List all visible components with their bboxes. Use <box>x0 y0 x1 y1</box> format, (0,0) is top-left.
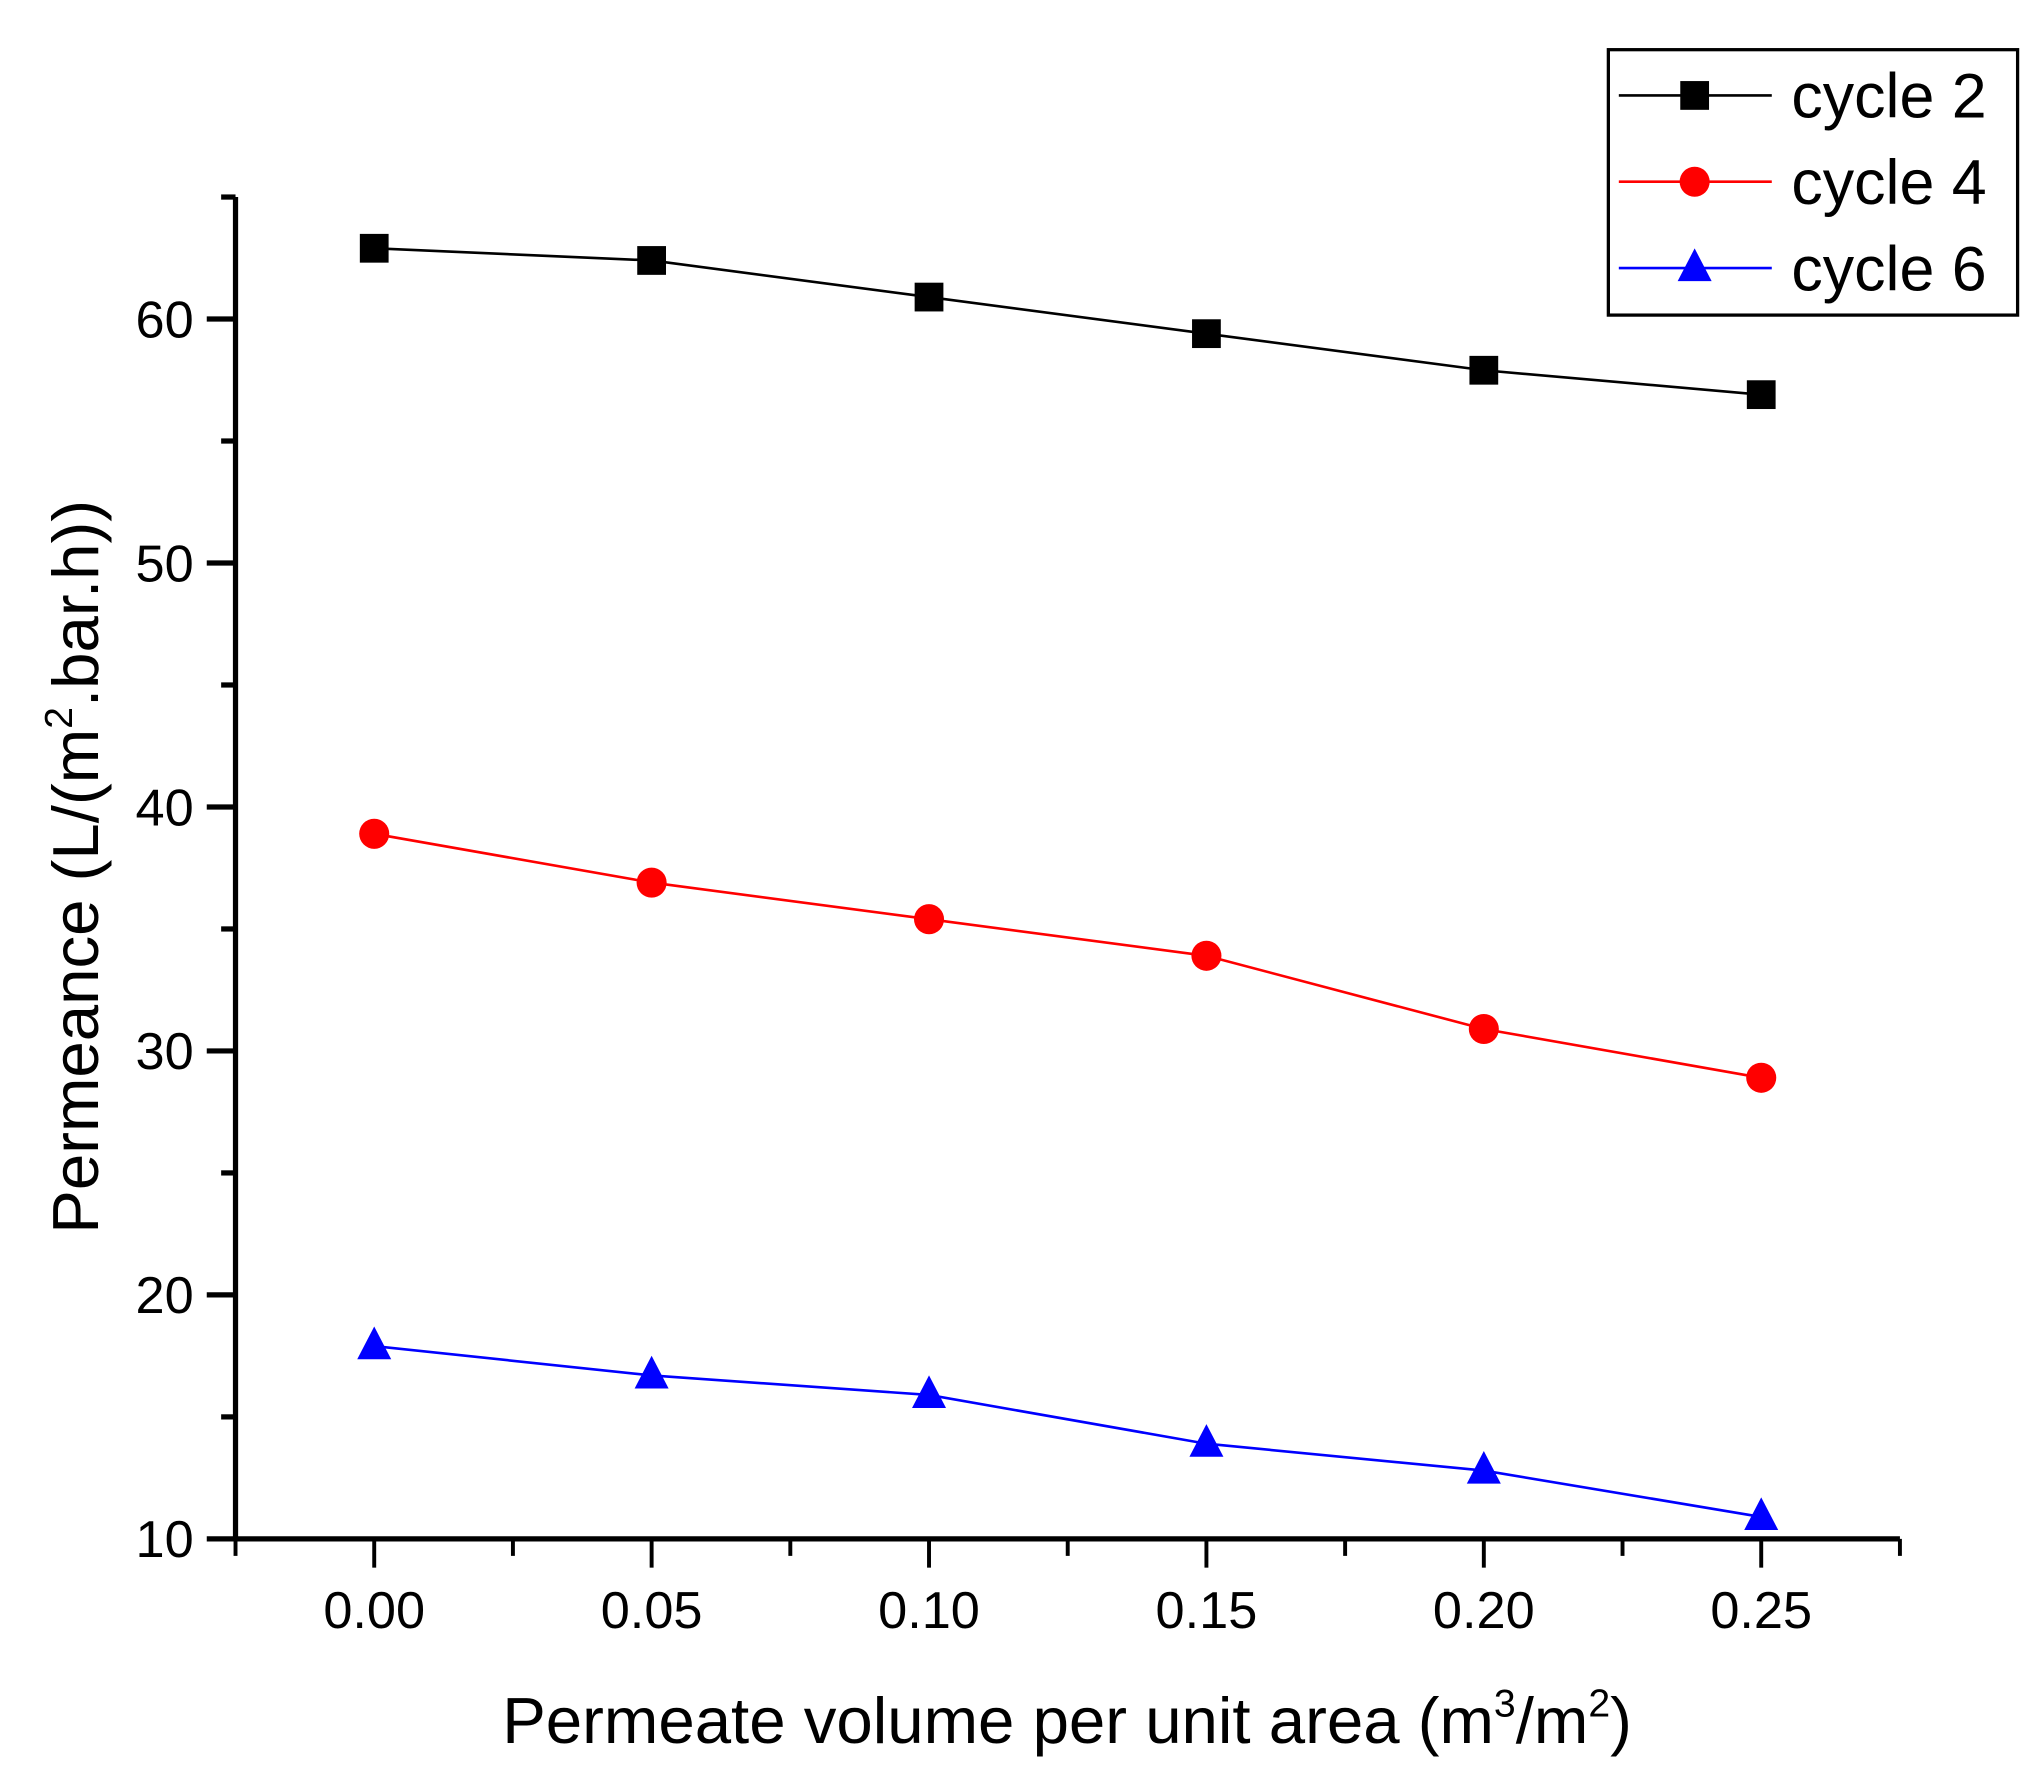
data-point-cycle-4 <box>636 867 667 898</box>
data-point-cycle-6 <box>1744 1497 1779 1531</box>
legend: cycle 2 cycle 4 cycle 6 <box>1606 48 2020 317</box>
data-point-cycle-6 <box>634 1355 669 1389</box>
y-tick-label: 30 <box>136 1023 194 1081</box>
data-point-cycle-2 <box>1746 380 1776 410</box>
legend-label-cycle-6: cycle 6 <box>1791 234 1986 304</box>
series-line-cycle-4 <box>373 832 1762 1080</box>
y-tick-label: 60 <box>136 291 194 349</box>
data-point-cycle-4 <box>359 818 390 849</box>
x-tick-label: 0.05 <box>601 1582 703 1640</box>
x-axis-label: Permeate volume per unit area (m3/m2) <box>502 1682 1632 1757</box>
data-point-cycle-2 <box>914 282 944 312</box>
data-point-cycle-4 <box>1191 940 1222 971</box>
y-tick-label: 20 <box>136 1267 194 1325</box>
y-tick-label: 50 <box>136 535 194 593</box>
data-point-cycle-6 <box>1189 1424 1224 1457</box>
data-point-cycle-4 <box>1746 1062 1777 1093</box>
x-tick-label: 0.10 <box>878 1582 980 1640</box>
data-point-cycle-6 <box>912 1375 947 1409</box>
series-group <box>357 233 1779 1531</box>
series-cycle-2 <box>359 233 1776 410</box>
axes: 10 20 30 40 50 60 0.00 0.05 0.10 0.15 0.20 0.25 <box>136 194 1902 1640</box>
y-tick-label: 10 <box>136 1511 194 1569</box>
legend-marker-cycle-2 <box>1680 81 1710 110</box>
data-point-cycle-2 <box>359 233 389 263</box>
legend-label-cycle-4: cycle 4 <box>1791 148 1986 218</box>
data-point-cycle-6 <box>357 1326 392 1360</box>
data-point-cycle-2 <box>1192 319 1221 349</box>
y-tick-label: 40 <box>136 779 194 837</box>
legend-label-cycle-2: cycle 2 <box>1791 62 1986 132</box>
y-axis-label: Permeance (L/(m2.bar.h)) <box>37 500 112 1234</box>
x-tick-label: 0.20 <box>1433 1582 1535 1640</box>
x-tick-label: 0.25 <box>1710 1582 1812 1640</box>
x-tick-label: 0.15 <box>1156 1582 1258 1640</box>
x-tick-label: 0.00 <box>323 1582 425 1640</box>
data-point-cycle-4 <box>1468 1013 1499 1045</box>
series-line-cycle-6 <box>374 1344 1762 1519</box>
series-cycle-4 <box>359 818 1777 1093</box>
data-point-cycle-4 <box>913 904 945 935</box>
series-cycle-6 <box>357 1326 1779 1531</box>
data-point-cycle-6 <box>1466 1450 1501 1484</box>
series-line-cycle-2 <box>374 246 1762 396</box>
legend-marker-cycle-4 <box>1679 166 1710 197</box>
data-point-cycle-2 <box>1469 355 1499 385</box>
legend-marker-cycle-6 <box>1677 248 1712 282</box>
data-point-cycle-2 <box>637 246 667 275</box>
